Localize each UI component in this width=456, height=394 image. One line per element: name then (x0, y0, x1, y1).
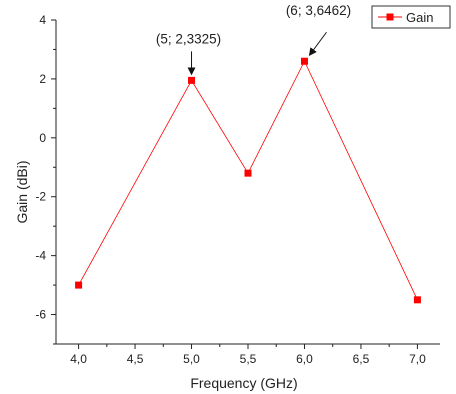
y-tick-label: 2 (39, 72, 46, 86)
plot-axes (55, 20, 440, 345)
series-gain (75, 57, 421, 304)
x-tick-label: 4,0 (70, 352, 87, 366)
data-point (75, 281, 83, 289)
annotation-arrow (308, 31, 327, 57)
series-line (78, 60, 418, 300)
legend-marker (386, 13, 394, 21)
plot-ticks: 4,0 4,5 5,0 5,5 6,0 6,5 7,0 4 2 0 -2 -4 -6 (35, 13, 426, 366)
x-tick-label: 6,5 (353, 352, 370, 366)
annotation-label: (6; 3,6462) (286, 3, 351, 18)
data-point (188, 76, 196, 84)
legend-box (371, 5, 451, 29)
legend: Gain (371, 5, 451, 29)
y-tick-label: -4 (35, 249, 46, 263)
annotations: (5; 2,3325) (6; 3,6462) (156, 3, 351, 76)
y-axis-title: Gain (dBi) (14, 160, 30, 223)
data-point (413, 296, 421, 304)
x-tick-label: 4,5 (127, 352, 144, 366)
data-point (300, 57, 308, 65)
y-tick-label: 0 (39, 131, 46, 145)
y-tick-label: 4 (39, 13, 46, 27)
x-axis-title: Frequency (GHz) (190, 375, 297, 391)
x-tick-label: 5,0 (183, 352, 200, 366)
x-tick-label: 5,5 (240, 352, 257, 366)
y-tick-label: -6 (35, 308, 46, 322)
y-tick-label: -2 (35, 190, 46, 204)
annotation-label: (5; 2,3325) (156, 31, 221, 46)
data-point (244, 169, 252, 177)
legend-label: Gain (406, 10, 433, 25)
x-tick-label: 7,0 (409, 352, 426, 366)
x-tick-label: 6,0 (296, 352, 313, 366)
